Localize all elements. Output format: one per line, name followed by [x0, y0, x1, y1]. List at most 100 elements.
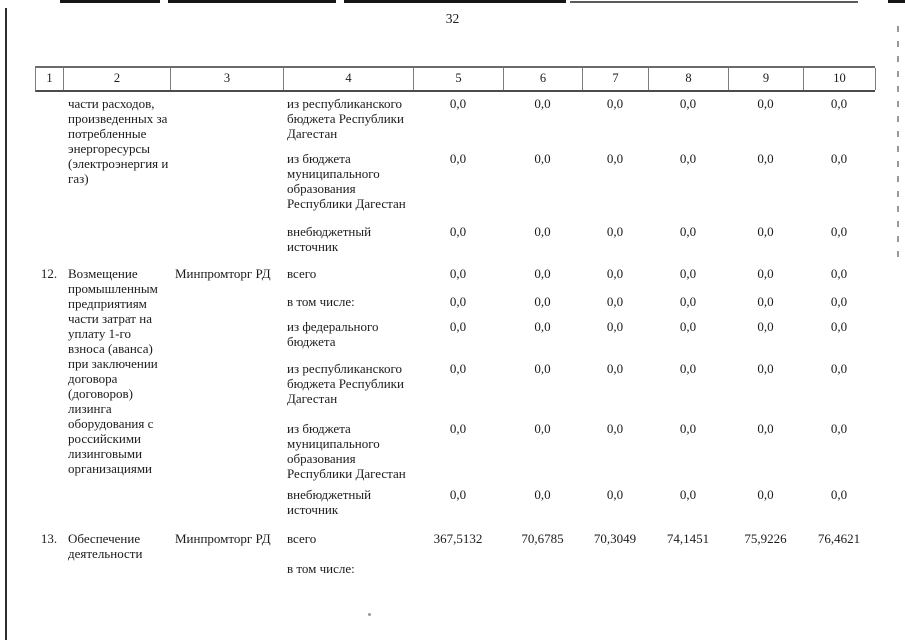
value-cell: 70,6785 [521, 531, 564, 546]
table-header-row: 1 2 3 4 5 6 7 8 9 10 [35, 66, 876, 92]
row-name: Возмещение промышленным предприятиям час… [68, 266, 158, 476]
value-cell: 0,0 [534, 266, 551, 281]
scan-artifact-top-bar [60, 0, 160, 3]
row-executor: Минпромторг РД [175, 531, 271, 546]
value-cell: 0,0 [534, 294, 551, 309]
value-cell: 0,0 [757, 151, 774, 166]
value-cell: 0,0 [534, 361, 551, 376]
page-left-border [5, 8, 7, 640]
value-cell: 0,0 [534, 151, 551, 166]
table-body: части расходов, произведенных за потребл… [35, 96, 875, 576]
value-cell: 70,3049 [593, 531, 637, 546]
value-cell: 0,0 [606, 224, 624, 239]
funding-source-label: в том числе: [287, 561, 355, 576]
funding-source-label: из бюджета муниципального образования Ре… [287, 151, 406, 211]
value-cell: 0,0 [757, 266, 774, 281]
value-cell: 0,0 [534, 319, 551, 334]
value-cell: 0,0 [606, 361, 624, 376]
value-cell: 0,0 [757, 421, 774, 436]
value-cell: 0,0 [757, 294, 774, 309]
value-cell: 0,0 [606, 319, 624, 334]
value-cell: 0,0 [606, 151, 624, 166]
row-name: части расходов, произведенных за потребл… [68, 96, 169, 186]
scan-artifact-top-bar [344, 0, 566, 3]
value-cell: 0,0 [534, 96, 551, 111]
funding-source-label: всего [287, 266, 317, 281]
value-cell: 0,0 [606, 266, 624, 281]
funding-source-label: в том числе: [287, 294, 355, 309]
value-cell: 0,0 [679, 487, 697, 502]
scan-artifact-top-bar [168, 0, 336, 3]
row-name: Обеспечение деятельности [68, 531, 143, 561]
funding-source-label: из бюджета муниципального образования Ре… [287, 421, 406, 481]
value-cell: 74,1451 [666, 531, 710, 546]
value-cell: 0,0 [757, 361, 774, 376]
value-cell: 0,0 [606, 487, 624, 502]
column-header-7: 7 [583, 68, 649, 90]
value-cell: 0,0 [830, 421, 848, 436]
value-cell: 0,0 [606, 421, 624, 436]
value-cell: 0,0 [449, 487, 467, 502]
funding-source-label: из республиканского бюджета Республики Д… [287, 361, 404, 406]
table-row-11-continued: части расходов, произведенных за потребл… [35, 96, 875, 266]
scan-artifact-right-dashes [897, 26, 899, 264]
table-row-13: 13. Обеспечение деятельности Минпромторг… [35, 531, 875, 576]
value-cell: 0,0 [606, 96, 624, 111]
value-cell: 0,0 [679, 96, 697, 111]
value-cell: 0,0 [830, 224, 848, 239]
column-header-4: 4 [284, 68, 414, 90]
value-cell: 0,0 [679, 361, 697, 376]
value-cell: 76,4621 [817, 531, 861, 546]
value-cell: 0,0 [449, 319, 467, 334]
value-cell: 0,0 [449, 96, 467, 111]
value-cell: 0,0 [449, 266, 467, 281]
value-cell: 367,5132 [433, 531, 483, 546]
value-cell: 0,0 [757, 224, 774, 239]
value-cell: 0,0 [534, 224, 551, 239]
value-cell: 0,0 [449, 421, 467, 436]
column-header-2: 2 [64, 68, 171, 90]
column-header-9: 9 [729, 68, 804, 90]
value-cell: 0,0 [830, 319, 848, 334]
value-cell: 0,0 [534, 421, 551, 436]
row-executor: Минпромторг РД [175, 266, 271, 281]
funding-source-label: из республиканского бюджета Республики Д… [287, 96, 404, 141]
value-cell: 0,0 [830, 361, 848, 376]
value-cell: 0,0 [449, 224, 467, 239]
value-cell: 0,0 [757, 319, 774, 334]
value-cell: 0,0 [449, 361, 467, 376]
value-cell: 0,0 [679, 319, 697, 334]
funding-source-label: внебюджетный источник [287, 487, 372, 517]
page-number: 32 [445, 11, 460, 26]
value-cell: 0,0 [449, 294, 467, 309]
value-cell: 75,9226 [744, 531, 787, 546]
value-cell: 0,0 [679, 151, 697, 166]
value-cell: 0,0 [830, 266, 848, 281]
column-header-3: 3 [171, 68, 284, 90]
table-row-12: 12. Возмещение промышленным предприятиям… [35, 266, 875, 531]
budget-table: 1 2 3 4 5 6 7 8 9 10 части расходов, про… [35, 66, 876, 576]
column-header-10: 10 [804, 68, 876, 90]
value-cell: 0,0 [449, 151, 467, 166]
column-header-8: 8 [649, 68, 729, 90]
value-cell: 0,0 [679, 224, 697, 239]
scan-artifact-top-bar [570, 1, 858, 3]
column-header-1: 1 [36, 68, 64, 90]
value-cell: 0,0 [830, 96, 848, 111]
scan-artifact-top-bar [888, 0, 905, 3]
value-cell: 0,0 [534, 487, 551, 502]
funding-source-label: всего [287, 531, 317, 546]
value-cell: 0,0 [830, 151, 848, 166]
row-number: 13. [40, 531, 58, 546]
value-cell: 0,0 [679, 266, 697, 281]
value-cell: 0,0 [679, 421, 697, 436]
scan-artifact-speckle [368, 613, 371, 616]
funding-source-label: из федерального бюджета [287, 319, 379, 349]
value-cell: 0,0 [679, 294, 697, 309]
value-cell: 0,0 [830, 487, 848, 502]
value-cell: 0,0 [757, 487, 774, 502]
column-header-6: 6 [504, 68, 583, 90]
row-number: 12. [40, 266, 58, 281]
column-header-5: 5 [414, 68, 504, 90]
